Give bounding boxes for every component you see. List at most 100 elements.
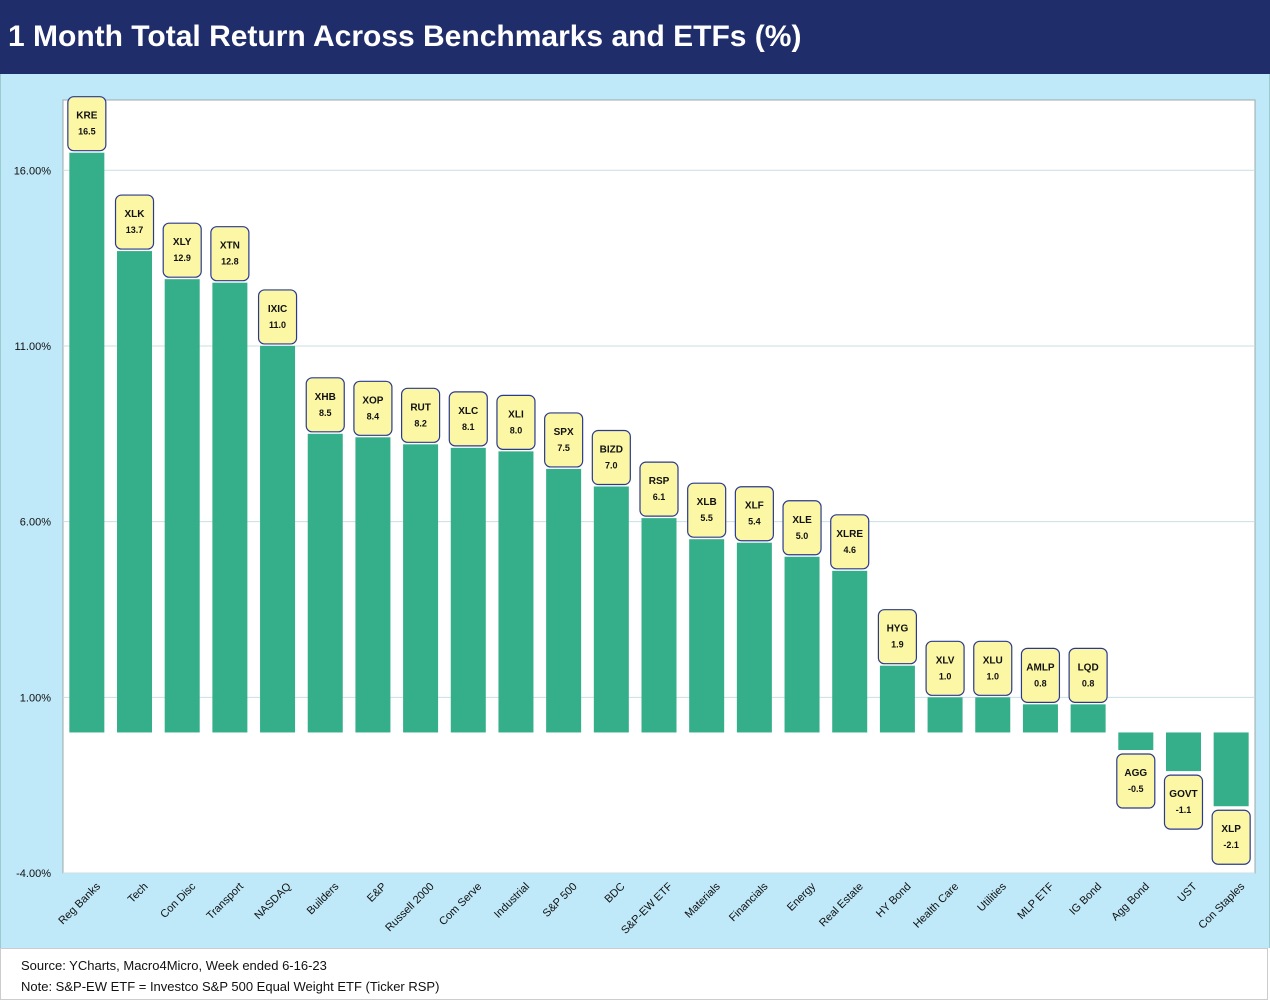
bar bbox=[641, 518, 677, 733]
data-label-value: 8.5 bbox=[319, 408, 332, 418]
data-label-value: 12.9 bbox=[173, 253, 191, 263]
data-label-ticker: AMLP bbox=[1026, 662, 1055, 673]
bar bbox=[1070, 704, 1106, 733]
data-label-ticker: XLK bbox=[125, 209, 146, 220]
data-label-box bbox=[67, 96, 107, 152]
y-tick-label: 11.00% bbox=[15, 341, 52, 353]
data-label-value: 8.2 bbox=[414, 418, 427, 428]
bar bbox=[1165, 732, 1201, 772]
data-label-value: 6.1 bbox=[653, 492, 666, 502]
bar bbox=[546, 468, 582, 733]
data-label-box bbox=[925, 640, 965, 696]
bar bbox=[975, 697, 1011, 733]
data-label-ticker: XLU bbox=[983, 655, 1003, 666]
x-tick-label: Transport bbox=[205, 881, 246, 922]
bar bbox=[355, 437, 391, 733]
data-label-ticker: XLF bbox=[745, 501, 764, 512]
data-label-value: 13.7 bbox=[126, 225, 144, 235]
x-tick-label: Energy bbox=[785, 880, 818, 913]
data-label-value: 7.0 bbox=[605, 461, 618, 471]
data-label-box bbox=[162, 222, 202, 278]
data-label-value: 12.8 bbox=[221, 257, 239, 267]
bar bbox=[1213, 732, 1249, 807]
x-tick-label: S&P 500 bbox=[541, 881, 580, 920]
data-label-box bbox=[734, 486, 774, 542]
x-tick-label: UST bbox=[1176, 880, 1200, 904]
x-tick-label: S&P-EW ETF bbox=[619, 880, 675, 936]
data-label-value: 5.0 bbox=[796, 531, 809, 541]
data-label-value: 1.0 bbox=[939, 671, 952, 681]
data-label-box bbox=[591, 429, 631, 486]
data-label-ticker: XTN bbox=[220, 241, 240, 252]
bar bbox=[212, 282, 248, 733]
x-tick-label: Utilities bbox=[975, 880, 1009, 914]
source-note: Source: YCharts, Macro4Micro, Week ended… bbox=[21, 958, 327, 973]
bar bbox=[260, 345, 296, 733]
data-label-value: 0.8 bbox=[1034, 678, 1047, 688]
data-label-ticker: XLY bbox=[173, 237, 192, 248]
bar bbox=[879, 665, 915, 733]
data-label-ticker: HYG bbox=[887, 624, 909, 635]
bar bbox=[927, 697, 963, 733]
bar bbox=[593, 486, 629, 733]
data-label-ticker: XLE bbox=[792, 515, 812, 526]
x-tick-label: Health Care bbox=[911, 881, 961, 931]
x-tick-label: IG Bond bbox=[1067, 881, 1104, 918]
data-label-box bbox=[496, 394, 536, 450]
bar bbox=[403, 444, 439, 733]
x-tick-label: Financials bbox=[727, 880, 771, 924]
data-label-box bbox=[830, 514, 870, 570]
bar bbox=[69, 152, 105, 733]
x-tick-label: HY Bond bbox=[874, 881, 913, 920]
ticker-note: Note: S&P-EW ETF = Investco S&P 500 Equa… bbox=[21, 979, 440, 994]
data-label-ticker: GOVT bbox=[1169, 789, 1197, 800]
data-label-ticker: RSP bbox=[649, 476, 670, 487]
bar bbox=[117, 251, 153, 733]
data-label-ticker: XLB bbox=[697, 497, 717, 508]
data-label-box bbox=[639, 461, 679, 517]
data-label-ticker: AGG bbox=[1124, 768, 1147, 779]
x-tick-label: MLP ETF bbox=[1015, 880, 1056, 921]
data-label-box bbox=[877, 609, 918, 665]
data-label-ticker: KRE bbox=[76, 111, 97, 122]
bar bbox=[164, 279, 200, 733]
data-label-box bbox=[1211, 809, 1251, 865]
data-label-box bbox=[353, 380, 393, 436]
footnotes: Source: YCharts, Macro4Micro, Week ended… bbox=[0, 948, 1268, 1000]
data-label-ticker: XLP bbox=[1221, 824, 1241, 835]
data-label-ticker: LQD bbox=[1078, 662, 1099, 673]
data-label-value: 8.0 bbox=[510, 425, 523, 435]
x-tick-label: Reg Banks bbox=[56, 880, 103, 927]
data-label-box bbox=[448, 391, 488, 447]
data-label-value: 7.5 bbox=[557, 443, 570, 453]
data-label-box bbox=[973, 640, 1013, 696]
data-label-ticker: XLV bbox=[936, 655, 955, 666]
bar bbox=[832, 570, 868, 733]
data-label-value: 5.4 bbox=[748, 517, 761, 527]
data-label-box bbox=[114, 194, 155, 250]
x-tick-label: Com Serve bbox=[437, 881, 484, 928]
chart-title: 1 Month Total Return Across Benchmarks a… bbox=[8, 20, 802, 53]
data-label-box bbox=[210, 226, 250, 282]
x-tick-label: Russell 2000 bbox=[383, 881, 436, 934]
data-label-box bbox=[687, 482, 727, 538]
x-tick-label: Real Estate bbox=[817, 881, 866, 930]
y-tick-label: -4.00% bbox=[16, 868, 51, 880]
data-label-value: 8.1 bbox=[462, 422, 475, 432]
data-label-ticker: IXIC bbox=[268, 304, 287, 315]
x-tick-label: Agg Bond bbox=[1109, 881, 1152, 924]
data-label-box bbox=[782, 500, 822, 556]
data-label-ticker: XLI bbox=[508, 409, 524, 420]
y-tick-label: 16.00% bbox=[14, 165, 52, 177]
data-label-ticker: XLC bbox=[458, 406, 478, 417]
data-label-ticker: XLRE bbox=[836, 529, 863, 540]
bar bbox=[689, 539, 725, 733]
x-tick-label: E&P bbox=[365, 881, 389, 905]
data-label-ticker: SPX bbox=[554, 427, 574, 438]
data-label-box bbox=[257, 289, 298, 345]
data-label-value: 16.5 bbox=[78, 127, 96, 137]
data-label-value: 11.0 bbox=[269, 320, 286, 330]
chart-panel: -4.00% 1.00% 6.00% 11.00% 16.00% KRE 16.5 Reg B… bbox=[0, 74, 1270, 948]
data-label-value: 1.0 bbox=[987, 671, 1000, 681]
y-tick-label: 1.00% bbox=[20, 692, 51, 704]
